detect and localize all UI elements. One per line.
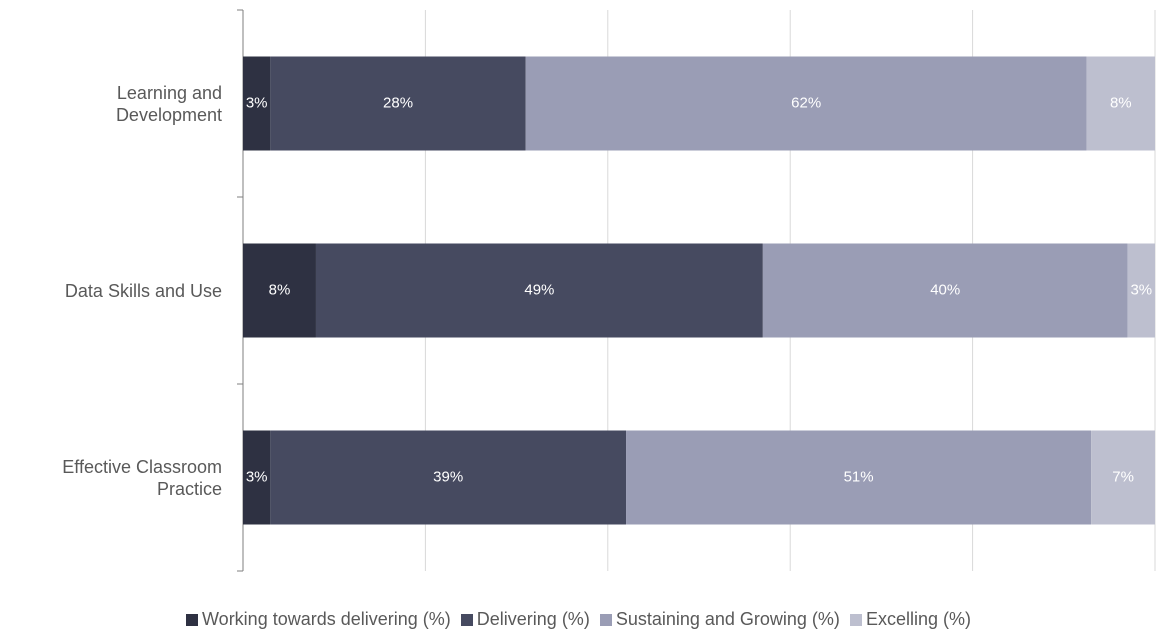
bar-segment — [762, 243, 1128, 338]
legend: Working towards delivering (%) Delivering… — [0, 609, 1157, 630]
data-label: 40% — [930, 281, 960, 298]
legend-swatch — [460, 613, 473, 626]
legend-label: Delivering (%) — [476, 609, 590, 629]
legend-item: Delivering (%) — [460, 609, 590, 630]
category-label: Effective Classroom Practice — [0, 448, 222, 508]
data-label: 28% — [383, 94, 413, 111]
legend-swatch — [849, 613, 862, 626]
legend-item: Excelling (%) — [849, 609, 971, 630]
data-label: 49% — [524, 281, 554, 298]
data-label: 3% — [246, 468, 268, 485]
legend-swatch — [599, 613, 612, 626]
legend-swatch — [186, 613, 199, 626]
legend-label: Excelling (%) — [865, 609, 971, 629]
data-label: 3% — [1130, 281, 1152, 298]
bar-segment — [243, 56, 271, 151]
data-label: 8% — [1110, 94, 1132, 111]
bar-segment — [626, 430, 1092, 525]
data-label: 39% — [433, 468, 463, 485]
category-label: Data Skills and Use — [0, 261, 222, 321]
bar-segment — [270, 430, 627, 525]
category-text: Data Skills and Use — [64, 280, 222, 301]
data-label: 8% — [269, 281, 291, 298]
legend-item: Sustaining and Growing (%) — [599, 609, 840, 630]
bar-segment — [1091, 430, 1155, 525]
bar-segment — [243, 243, 316, 338]
bar-segment — [243, 430, 271, 525]
legend-label: Working towards delivering (%) — [202, 609, 451, 629]
bar-segment — [1127, 243, 1155, 338]
data-label: 3% — [246, 94, 268, 111]
bar-segment — [525, 56, 1087, 151]
category-label: Learning and Development — [0, 74, 222, 134]
data-label: 62% — [791, 94, 821, 111]
category-text: Learning and Development — [115, 82, 222, 125]
chart: 3% 28% 62% 8% 8% 49% 40% 3% 3% 39% 51% 7% — [237, 9, 1156, 572]
data-label: 51% — [844, 468, 874, 485]
category-text: Effective Classroom Practice — [62, 456, 222, 499]
data-label: 7% — [1112, 468, 1134, 485]
legend-label: Sustaining and Growing (%) — [615, 609, 840, 629]
bar-segment — [1086, 56, 1155, 151]
bar-segment — [270, 56, 526, 151]
legend-item: Working towards delivering (%) — [186, 609, 451, 630]
bar-segment — [315, 243, 763, 338]
